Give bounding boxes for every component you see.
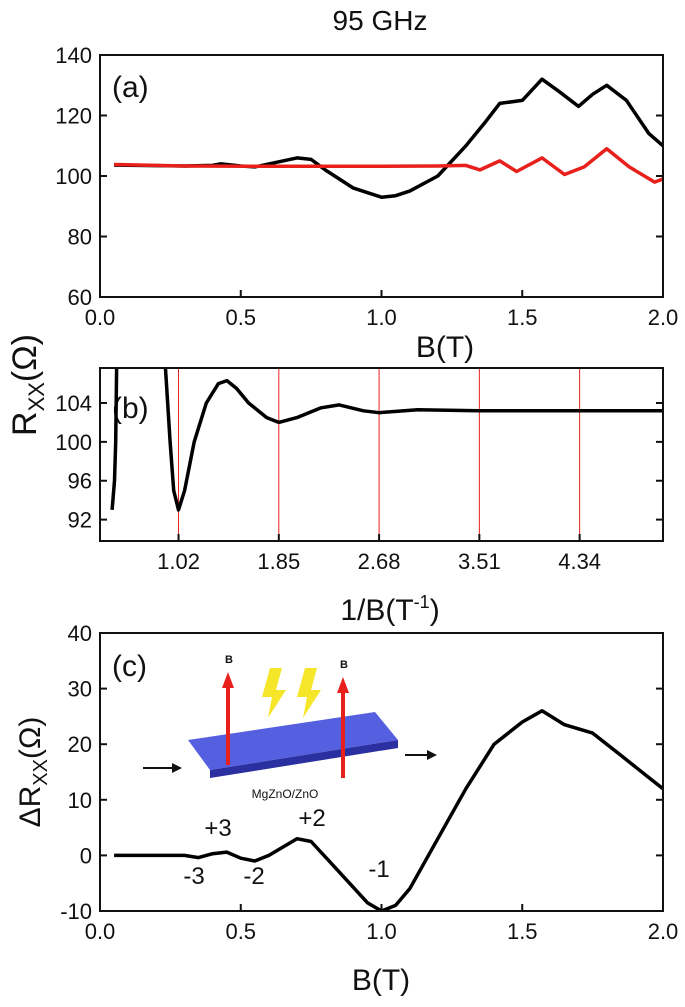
annotation: MgZnO/ZnO (252, 787, 319, 801)
y-tick-label: 60 (68, 285, 92, 310)
x-axis-label-main: 1/B(T (340, 594, 413, 627)
y-tick-label: 100 (55, 430, 92, 455)
x-axis-label: B(T) (352, 964, 410, 997)
b-arrow-head (222, 672, 234, 688)
y-axis-label-unit: (Ω) (6, 334, 44, 382)
x-tick-label: 2.68 (358, 549, 401, 574)
plot-frame (99, 54, 664, 298)
data-line (114, 709, 663, 911)
y-tick-label: 40 (68, 621, 92, 646)
y-tick-label: 92 (68, 508, 92, 533)
slab-edge (210, 740, 398, 778)
y-axis-label: ΔRXX(Ω) (14, 717, 52, 828)
y-axis-label-sub: XX (24, 382, 49, 412)
inset: B B MgZnO/ZnO (143, 654, 437, 801)
x-axis-label-sup: -1 (414, 592, 430, 612)
x-tick-label: 3.51 (458, 549, 501, 574)
y-tick-label: 0 (80, 843, 92, 868)
x-tick-label: 0.0 (85, 305, 116, 330)
y-tick-label: 96 (68, 469, 92, 494)
panel-label: (a) (112, 71, 149, 104)
x-axis-label: B(T) (416, 331, 474, 364)
y-tick-label: 140 (55, 43, 92, 68)
x-axis-label-end: ) (430, 594, 440, 627)
y-tick-label: 10 (68, 788, 92, 813)
x-tick-label: 2.0 (648, 919, 679, 944)
x-axis-label: 1/B(T-1) (340, 592, 439, 627)
annotation: +2 (298, 805, 325, 832)
panel-label: (c) (112, 650, 147, 683)
lightning (297, 668, 321, 718)
data-line (114, 147, 663, 184)
annotation: -1 (368, 856, 389, 883)
plot-frame (99, 367, 664, 542)
x-tick-label: 1.0 (366, 305, 397, 330)
x-tick-label: 0.0 (85, 919, 116, 944)
y-tick-label: 100 (55, 164, 92, 189)
y-axis-label-main: ΔR (14, 786, 47, 828)
arrow-head (427, 750, 437, 760)
chart-title: 95 GHz (333, 5, 428, 36)
b-arrow-head (337, 677, 349, 693)
data-line (110, 368, 663, 512)
x-tick-label: 4.34 (558, 549, 601, 574)
x-tick-label: 0.5 (225, 919, 256, 944)
annotation: +3 (204, 815, 231, 842)
y-tick-label: 20 (68, 732, 92, 757)
plot-frame (99, 632, 664, 912)
x-tick-label: 1.5 (507, 919, 538, 944)
y-axis-label-unit: (Ω) (14, 717, 47, 759)
x-tick-label: 2.0 (648, 305, 679, 330)
x-tick-label: 1.02 (157, 549, 200, 574)
annotation: -3 (183, 863, 204, 890)
y-tick-label: 120 (55, 104, 92, 129)
y-tick-label: 30 (68, 677, 92, 702)
data-line (114, 77, 663, 199)
y-axis-label-sub: XX (30, 759, 52, 786)
annotation: -2 (243, 863, 264, 890)
slab (188, 712, 398, 770)
panel-label: (b) (112, 392, 149, 425)
x-tick-label: 1.0 (366, 919, 397, 944)
x-tick-label: 1.85 (257, 549, 300, 574)
annotation: B (340, 659, 348, 671)
x-tick-label: 0.5 (225, 305, 256, 330)
y-tick-label: 80 (68, 225, 92, 250)
lightning (262, 668, 286, 718)
arrow-head (172, 763, 182, 773)
y-axis-label: RXX(Ω) (6, 334, 49, 436)
x-tick-label: 1.5 (507, 305, 538, 330)
y-tick-label: 104 (55, 391, 92, 416)
y-tick-label: -10 (60, 899, 92, 924)
annotation: B (225, 654, 233, 666)
y-axis-label-main: R (6, 411, 44, 436)
